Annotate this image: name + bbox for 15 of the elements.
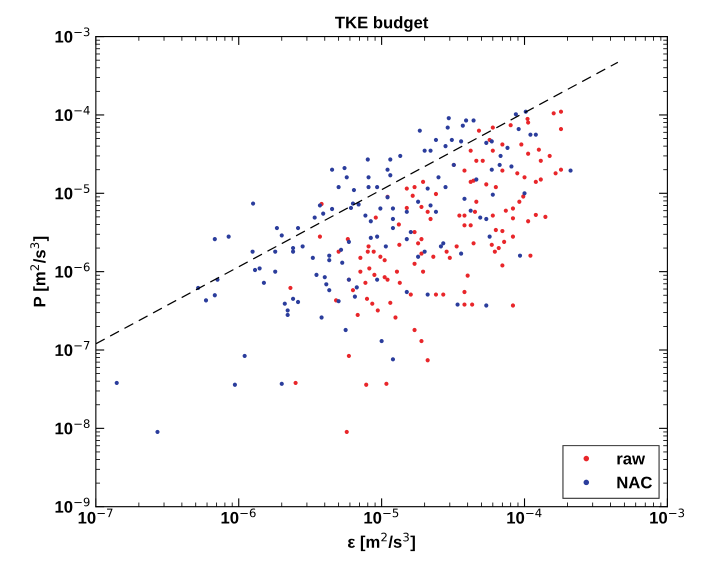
legend-label: raw <box>617 455 646 465</box>
x-tick-label: 10$^{−3}$ <box>650 508 684 524</box>
y-tick-label: 10$^{−5}$ <box>56 184 90 200</box>
y-axis-title: P [m$^{2}$/s$^{3}$] <box>30 236 49 306</box>
x-tick-label: 10$^{−6}$ <box>222 508 256 524</box>
x-axis-title: ε [m$^{2}$/s$^{3}$] <box>348 532 415 552</box>
y-tick-label: 10$^{−3}$ <box>56 27 90 43</box>
legend-label: NAC <box>617 476 652 488</box>
x-tick-label: 10$^{−4}$ <box>507 508 542 524</box>
y-tick-label: 10$^{−7}$ <box>56 341 90 356</box>
y-tick-label: 10$^{−6}$ <box>56 262 90 278</box>
y-tick-label: 10$^{−8}$ <box>56 419 90 434</box>
chart-title: TKE budget <box>335 16 428 32</box>
x-tick-label: 10$^{−5}$ <box>364 508 398 524</box>
y-tick-label: 10$^{−4}$ <box>56 106 90 122</box>
